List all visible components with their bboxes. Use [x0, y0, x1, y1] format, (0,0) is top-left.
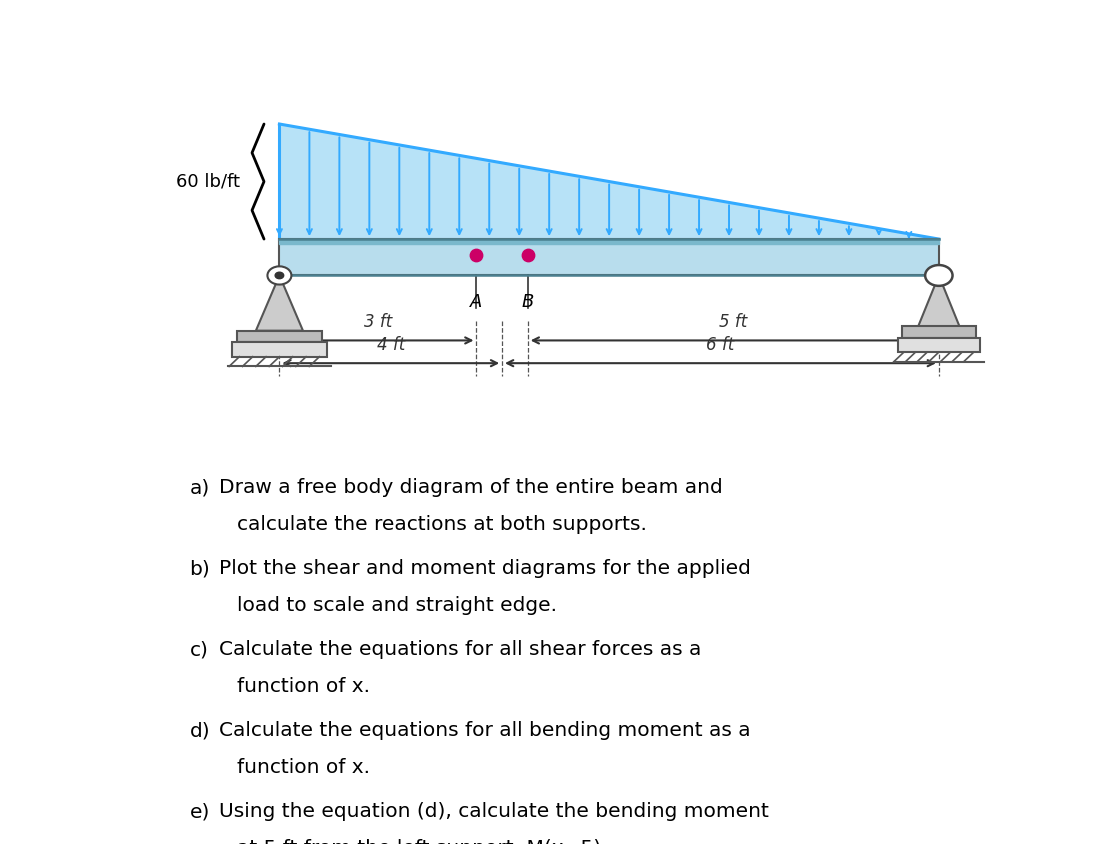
- Text: Draw a free body diagram of the entire beam and: Draw a free body diagram of the entire b…: [220, 479, 724, 497]
- Text: load to scale and straight edge.: load to scale and straight edge.: [236, 596, 557, 614]
- Text: Calculate the equations for all bending moment as a: Calculate the equations for all bending …: [220, 721, 751, 740]
- Bar: [902, 326, 976, 338]
- Text: c): c): [190, 640, 209, 659]
- Text: 6 ft: 6 ft: [706, 336, 735, 354]
- Circle shape: [925, 265, 953, 286]
- Polygon shape: [918, 275, 959, 326]
- Text: 3 ft: 3 ft: [364, 313, 392, 332]
- Point: [467, 248, 485, 262]
- Text: 5 ft: 5 ft: [719, 313, 747, 332]
- Text: a): a): [190, 479, 210, 497]
- Bar: [280, 239, 939, 275]
- Text: 4 ft: 4 ft: [377, 336, 404, 354]
- Text: function of x.: function of x.: [236, 677, 369, 695]
- Polygon shape: [256, 275, 303, 331]
- Text: Calculate the equations for all shear forces as a: Calculate the equations for all shear fo…: [220, 640, 702, 659]
- Text: B: B: [522, 293, 534, 311]
- Bar: [897, 338, 980, 352]
- Text: A: A: [471, 293, 483, 311]
- Circle shape: [267, 267, 292, 284]
- Text: d): d): [190, 721, 210, 740]
- Text: Using the equation (d), calculate the bending moment: Using the equation (d), calculate the be…: [220, 802, 769, 821]
- Text: function of x.: function of x.: [236, 758, 369, 776]
- Text: at 5 ft from the left support, M(x=5): at 5 ft from the left support, M(x=5): [236, 838, 601, 844]
- Text: b): b): [190, 560, 210, 578]
- Polygon shape: [280, 124, 939, 239]
- Text: calculate the reactions at both supports.: calculate the reactions at both supports…: [236, 515, 646, 533]
- Text: 60 lb/ft: 60 lb/ft: [177, 172, 241, 191]
- Bar: [238, 331, 322, 343]
- Polygon shape: [280, 239, 939, 244]
- Text: e): e): [190, 802, 210, 821]
- Point: [519, 248, 537, 262]
- Bar: [232, 343, 327, 357]
- Circle shape: [275, 273, 284, 279]
- Text: Plot the shear and moment diagrams for the applied: Plot the shear and moment diagrams for t…: [220, 560, 751, 578]
